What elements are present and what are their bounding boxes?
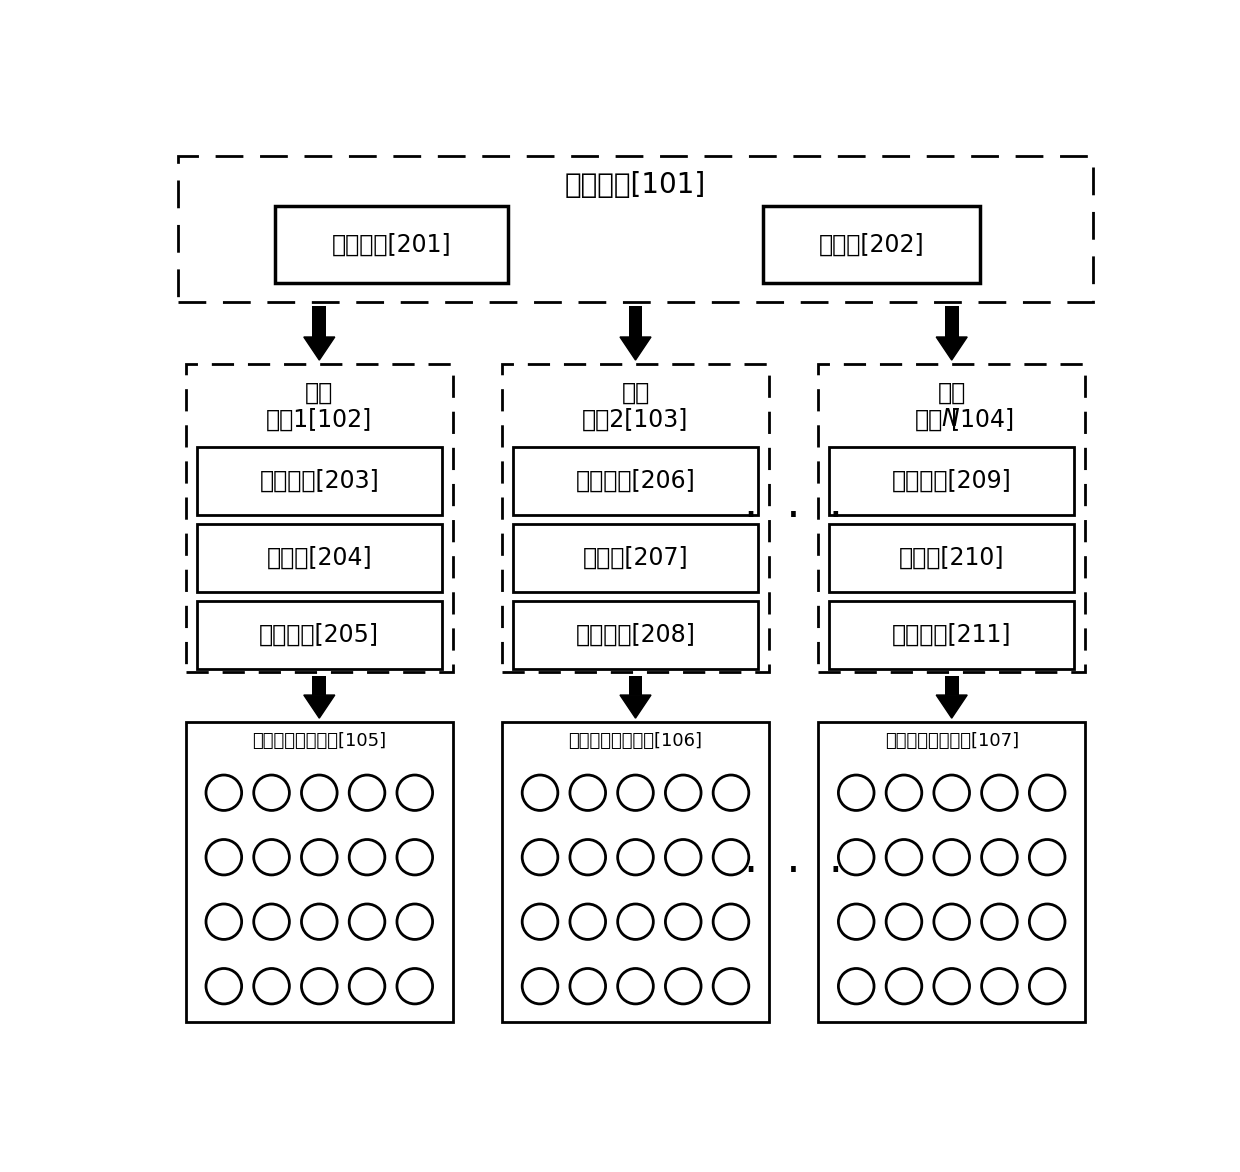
Text: 单剴2[103]: 单剴2[103] (583, 408, 688, 431)
Bar (830, 524, 1074, 592)
Bar (629, 676, 642, 695)
Polygon shape (304, 338, 335, 360)
Bar (312, 306, 326, 338)
Bar (179, 156, 1092, 302)
Text: 驱动电路[211]: 驱动电路[211] (892, 624, 1012, 647)
Text: 超声波传感器阵列[106]: 超声波传感器阵列[106] (568, 732, 703, 750)
Text: 驱动电路[208]: 驱动电路[208] (575, 624, 696, 647)
Text: 控制: 控制 (937, 381, 966, 406)
Text: ·  ·  ·: · · · (744, 851, 843, 893)
Bar (830, 447, 1074, 515)
Text: 存储器[210]: 存储器[210] (899, 546, 1004, 570)
Bar (197, 524, 441, 592)
Text: 控制: 控制 (305, 381, 334, 406)
Text: 单元: 单元 (915, 408, 944, 431)
Polygon shape (620, 695, 651, 718)
Bar (312, 676, 326, 695)
Text: [104]: [104] (951, 408, 1014, 431)
Bar (186, 722, 453, 1022)
Text: 超声波传感器阵列[105]: 超声波传感器阵列[105] (252, 732, 387, 750)
Text: ·  ·  ·: · · · (744, 497, 843, 539)
Bar (945, 306, 959, 338)
Text: 存储器[202]: 存储器[202] (820, 232, 925, 257)
Text: 存储器[204]: 存储器[204] (267, 546, 372, 570)
Text: 计算单元[101]: 计算单元[101] (565, 171, 706, 199)
Text: 驱动电路[205]: 驱动电路[205] (259, 624, 379, 647)
Text: 微处理器[206]: 微处理器[206] (575, 469, 696, 493)
Text: 控制: 控制 (621, 381, 650, 406)
Text: 存储器[207]: 存储器[207] (583, 546, 688, 570)
Bar (502, 364, 769, 672)
Text: 微处理器[201]: 微处理器[201] (331, 232, 451, 257)
Bar (275, 206, 507, 284)
Bar (186, 364, 453, 672)
Bar (513, 524, 758, 592)
Text: N: N (941, 408, 960, 431)
Bar (513, 447, 758, 515)
Polygon shape (936, 338, 967, 360)
Bar (818, 364, 1085, 672)
Polygon shape (620, 338, 651, 360)
Bar (197, 447, 441, 515)
Bar (197, 601, 441, 669)
Bar (764, 206, 981, 284)
Polygon shape (304, 695, 335, 718)
Polygon shape (936, 695, 967, 718)
Bar (945, 676, 959, 695)
Bar (830, 601, 1074, 669)
Bar (502, 722, 769, 1022)
Bar (629, 306, 642, 338)
Bar (818, 722, 1085, 1022)
Text: 超声波传感器阵列[107]: 超声波传感器阵列[107] (884, 732, 1019, 750)
Text: 微处理器[203]: 微处理器[203] (259, 469, 379, 493)
Bar (513, 601, 758, 669)
Text: 微处理器[209]: 微处理器[209] (892, 469, 1012, 493)
Text: 单剴1[102]: 单剴1[102] (267, 408, 372, 431)
